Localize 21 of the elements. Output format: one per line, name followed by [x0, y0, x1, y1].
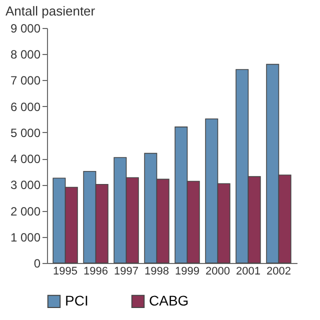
y-tick-label: 3 000	[10, 178, 41, 192]
x-tick-label: 2002	[266, 266, 291, 278]
x-tick-label: 1997	[114, 266, 139, 278]
y-tick-label: 1 000	[10, 230, 41, 244]
legend-label: PCI	[65, 292, 88, 308]
y-tick-label: 5 000	[10, 126, 41, 140]
x-tick-label: 1996	[84, 266, 108, 278]
x-tick-label: 2001	[236, 266, 260, 278]
y-axis-title: Antall pasienter	[6, 4, 96, 18]
x-tick-label: 1995	[53, 266, 78, 278]
y-tick-label: 2 000	[10, 204, 41, 218]
y-tick-label: 7 000	[10, 74, 41, 88]
legend-label: CABG	[149, 292, 189, 308]
y-tick-label: 0	[34, 256, 41, 270]
y-tick-label: 4 000	[10, 152, 41, 166]
x-tick-label: 1999	[175, 266, 200, 278]
x-tick-label: 2000	[205, 266, 230, 278]
y-tick-label: 8 000	[10, 48, 41, 62]
y-tick-label: 9 000	[10, 22, 41, 36]
x-tick-label: 1998	[144, 266, 169, 278]
y-tick-label: 6 000	[10, 100, 41, 114]
